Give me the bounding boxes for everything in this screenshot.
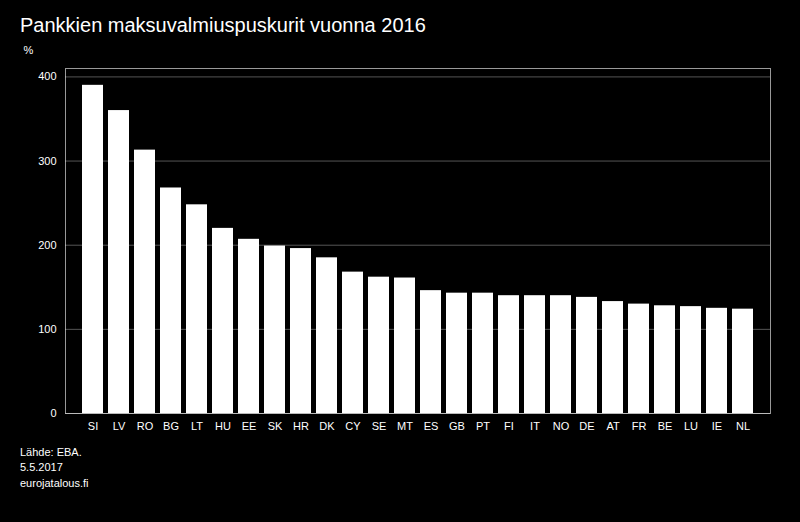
svg-text:%: % — [24, 44, 34, 56]
svg-text:LV: LV — [113, 420, 126, 432]
svg-text:LT: LT — [191, 420, 203, 432]
svg-text:LU: LU — [684, 420, 698, 432]
svg-text:FI: FI — [504, 420, 514, 432]
svg-text:NO: NO — [553, 420, 570, 432]
svg-text:SE: SE — [372, 420, 387, 432]
svg-text:HR: HR — [293, 420, 309, 432]
svg-text:IE: IE — [712, 420, 722, 432]
svg-text:CY: CY — [345, 420, 361, 432]
html-text:Pankkien maksuvalmiuspuskurit: Pankkien maksuvalmiuspuskurit vuonna 201… — [20, 14, 426, 36]
svg-text:300: 300 — [38, 155, 56, 167]
svg-text:0: 0 — [50, 407, 56, 419]
html-text:Lähde: EBA. 5.5.2017 eurojatal: Lähde: EBA. 5.5.2017 eurojatalous.fi — [20, 446, 89, 489]
svg-text:AT: AT — [606, 420, 620, 432]
svg-text:BE: BE — [658, 420, 673, 432]
svg-text:EE: EE — [242, 420, 257, 432]
svg-text:DE: DE — [579, 420, 594, 432]
svg-text:MT: MT — [397, 420, 413, 432]
svg-text:SI: SI — [88, 420, 98, 432]
svg-text:BG: BG — [163, 420, 179, 432]
svg-text:200: 200 — [38, 239, 56, 251]
svg-text:IT: IT — [530, 420, 540, 432]
svg-text:HU: HU — [215, 420, 231, 432]
svg-text:100: 100 — [38, 323, 56, 335]
svg-text:DK: DK — [319, 420, 335, 432]
svg-text:ES: ES — [424, 420, 439, 432]
svg-text:SK: SK — [268, 420, 283, 432]
svg-text:400: 400 — [38, 70, 56, 82]
svg-text:PT: PT — [476, 420, 490, 432]
svg-text:GB: GB — [449, 420, 465, 432]
svg-text:RO: RO — [137, 420, 154, 432]
svg-text:FR: FR — [632, 420, 647, 432]
svg-text:NL: NL — [736, 420, 750, 432]
